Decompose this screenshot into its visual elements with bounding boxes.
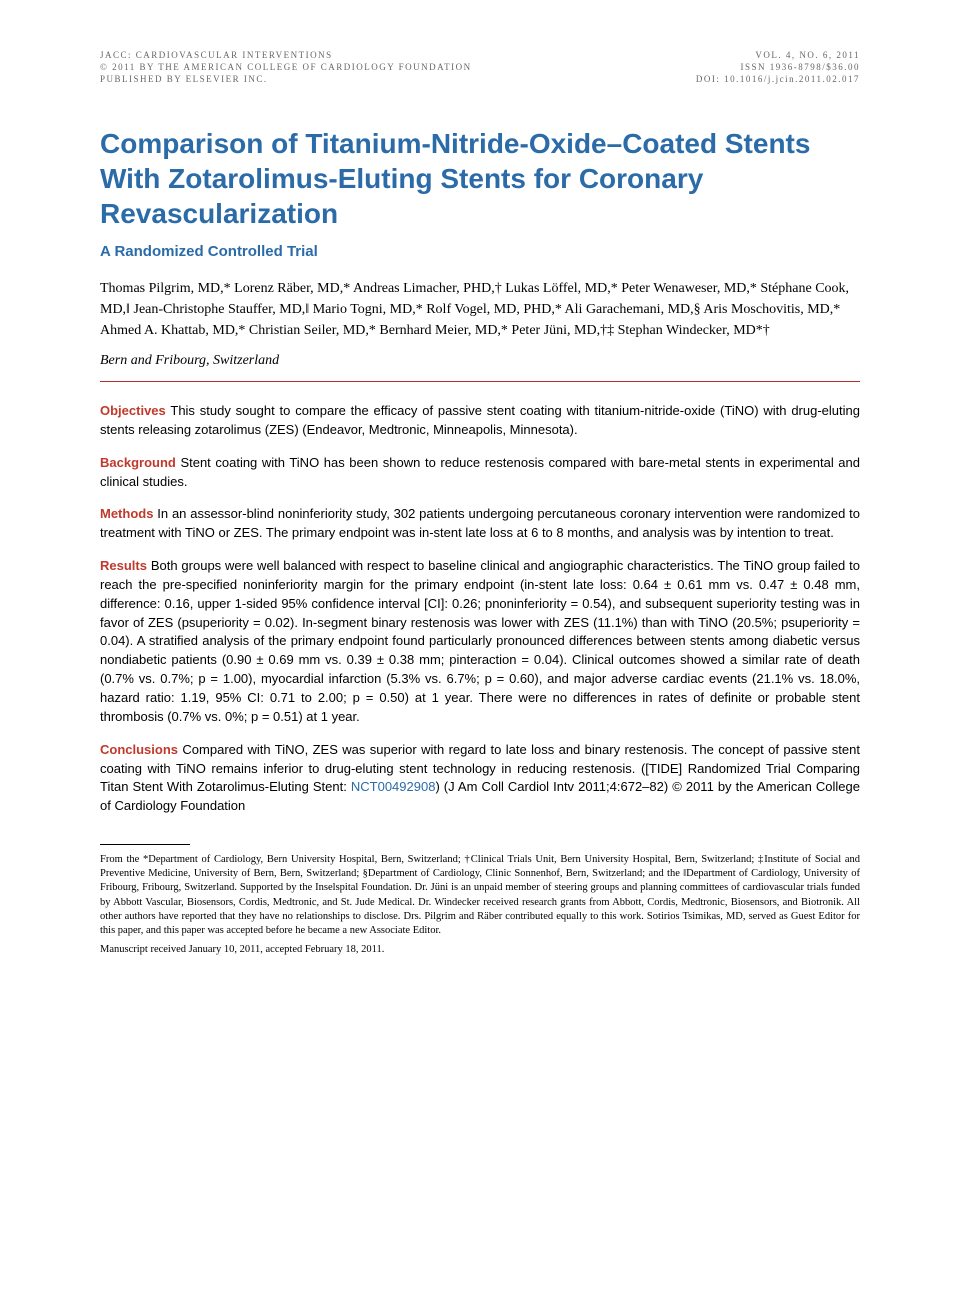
- journal-name: JACC: CARDIOVASCULAR INTERVENTIONS: [100, 50, 472, 60]
- abstract-objectives: Objectives This study sought to compare …: [100, 402, 860, 440]
- abstract-methods: Methods In an assessor-blind noninferior…: [100, 505, 860, 543]
- copyright-line: © 2011 BY THE AMERICAN COLLEGE OF CARDIO…: [100, 62, 472, 72]
- background-label: Background: [100, 455, 176, 470]
- objectives-text: This study sought to compare the efficac…: [100, 403, 860, 437]
- nct-link[interactable]: NCT00492908: [351, 779, 436, 794]
- results-label: Results: [100, 558, 147, 573]
- manuscript-dates: Manuscript received January 10, 2011, ac…: [100, 944, 860, 955]
- footnote-rule: [100, 844, 190, 845]
- conclusions-label: Conclusions: [100, 742, 178, 757]
- abstract-results: Results Both groups were well balanced w…: [100, 557, 860, 727]
- issn-line: ISSN 1936-8798/$36.00: [696, 62, 860, 72]
- volume-issue: VOL. 4, NO. 6, 2011: [696, 50, 860, 60]
- background-text: Stent coating with TiNO has been shown t…: [100, 455, 860, 489]
- divider-rule: [100, 381, 860, 382]
- results-text: Both groups were well balanced with resp…: [100, 558, 860, 724]
- methods-label: Methods: [100, 506, 153, 521]
- article-subtitle: A Randomized Controlled Trial: [100, 243, 860, 260]
- abstract-background: Background Stent coating with TiNO has b…: [100, 454, 860, 492]
- author-list: Thomas Pilgrim, MD,* Lorenz Räber, MD,* …: [100, 278, 860, 341]
- affiliation-footnote: From the *Department of Cardiology, Bern…: [100, 853, 860, 938]
- article-title: Comparison of Titanium-Nitride-Oxide–Coa…: [100, 126, 860, 231]
- journal-header: JACC: CARDIOVASCULAR INTERVENTIONS © 201…: [100, 50, 860, 86]
- affiliation: Bern and Fribourg, Switzerland: [100, 353, 860, 369]
- header-right: VOL. 4, NO. 6, 2011 ISSN 1936-8798/$36.0…: [696, 50, 860, 86]
- methods-text: In an assessor-blind noninferiority stud…: [100, 506, 860, 540]
- header-left: JACC: CARDIOVASCULAR INTERVENTIONS © 201…: [100, 50, 472, 86]
- publisher-line: PUBLISHED BY ELSEVIER INC.: [100, 74, 472, 84]
- abstract-conclusions: Conclusions Compared with TiNO, ZES was …: [100, 741, 860, 816]
- doi-line: DOI: 10.1016/j.jcin.2011.02.017: [696, 74, 860, 84]
- objectives-label: Objectives: [100, 403, 166, 418]
